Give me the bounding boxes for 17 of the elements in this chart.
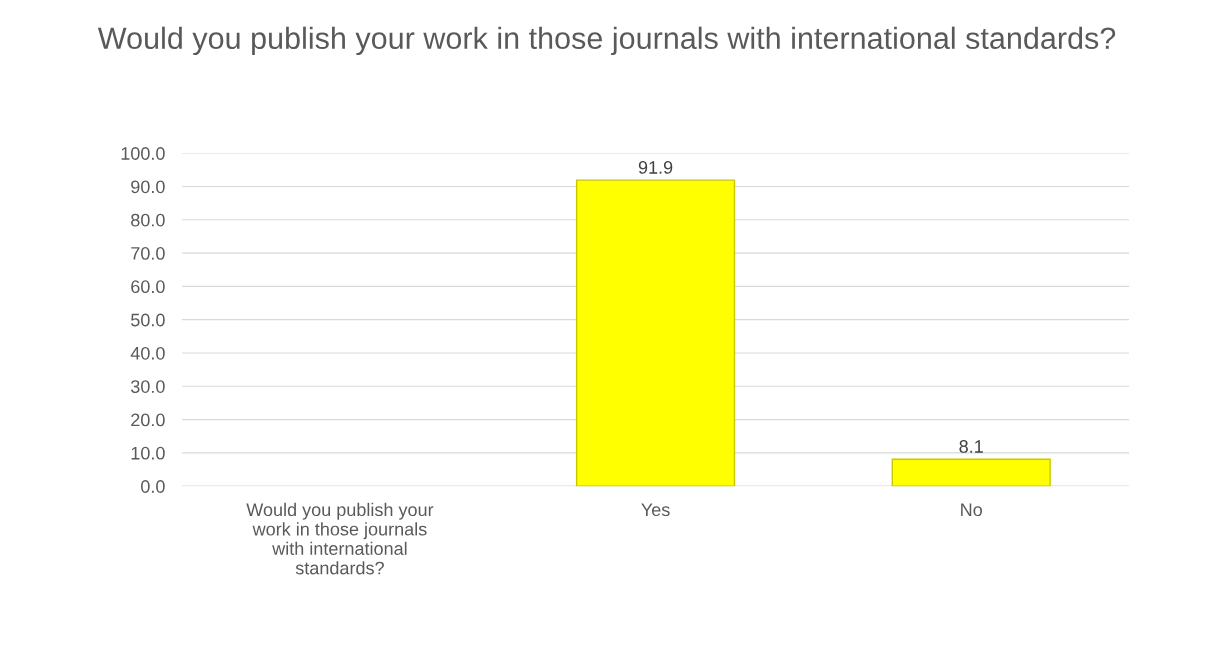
y-tick-label: 20.0 (131, 413, 165, 427)
y-tick-label: 100.0 (121, 147, 165, 160)
data-label: 91.9 (638, 161, 673, 174)
y-tick-label: 90.0 (131, 180, 165, 194)
x-tick-label: Yes (641, 503, 670, 517)
y-tick-label: 80.0 (131, 213, 165, 227)
y-tick-label: 70.0 (131, 247, 165, 260)
y-tick-label: 30.0 (130, 380, 165, 393)
data-label: 8.1 (959, 440, 983, 453)
chart-title: Would you publish your work in those journals with international standards? (97, 26, 1116, 56)
x-tick-label: No (961, 503, 982, 517)
y-tick-label: 0.0 (141, 480, 165, 493)
y-tick-label: 60.0 (131, 280, 165, 294)
x-tick-label: Would you publish your work in those journals with international standards? (246, 502, 434, 575)
y-tick-label: 40.0 (130, 346, 165, 360)
y-tick-label: 10.0 (131, 446, 165, 460)
y-tick-label: 50.0 (131, 313, 165, 327)
